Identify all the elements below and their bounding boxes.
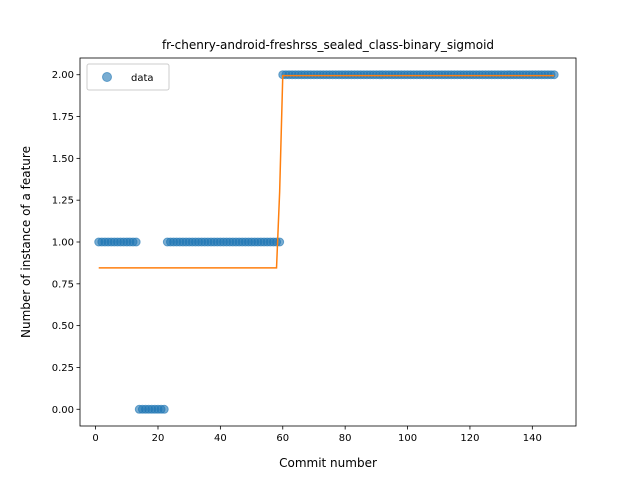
x-tick-label: 140 (523, 433, 542, 444)
legend-label-data: data (131, 73, 154, 84)
legend-marker-data (103, 73, 112, 82)
x-tick-label: 0 (92, 433, 98, 444)
data-point (550, 71, 558, 79)
y-tick-label: 1.25 (52, 196, 74, 207)
x-tick-label: 80 (339, 433, 352, 444)
y-tick-label: 0.00 (52, 405, 74, 416)
x-tick-label: 100 (398, 433, 417, 444)
y-tick-label: 2.00 (52, 70, 74, 81)
y-tick-label: 1.75 (52, 112, 74, 123)
y-tick-label: 1.00 (52, 238, 74, 249)
data-point (132, 238, 140, 246)
data-point (160, 405, 168, 413)
y-tick-label: 0.75 (52, 279, 74, 290)
x-axis-title: Commit number (279, 456, 377, 470)
x-tick-label: 60 (276, 433, 289, 444)
chart-title: fr-chenry-android-freshrss_sealed_class-… (162, 38, 494, 52)
x-tick-label: 20 (152, 433, 165, 444)
y-tick-label: 1.50 (52, 154, 74, 165)
y-axis-title: Number of instance of a feature (19, 146, 33, 338)
x-tick-label: 40 (214, 433, 227, 444)
legend: data (87, 64, 169, 90)
y-tick-label: 0.25 (52, 363, 74, 374)
y-tick-label: 0.50 (52, 321, 74, 332)
legend-box (87, 64, 169, 90)
x-tick-label: 120 (460, 433, 479, 444)
